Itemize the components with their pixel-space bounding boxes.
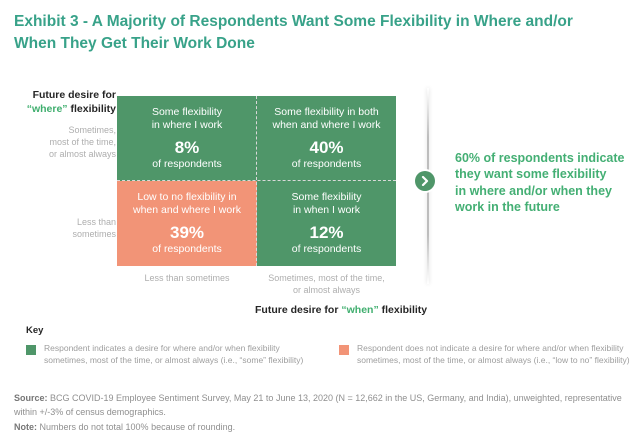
rounding-note: Note: Numbers do not total 100% because … — [14, 422, 630, 432]
quadrant-label: Some flexibility in where I work — [151, 105, 223, 132]
legend-item-some-flexibility: Respondent indicates a desire for where … — [26, 343, 316, 367]
y-axis-title-prefix: Future desire for — [32, 89, 116, 101]
y-axis-title-highlight: “where” — [26, 102, 68, 115]
source-note: Source: BCG COVID-19 Employee Sentiment … — [14, 392, 630, 419]
source-label: Source: — [14, 393, 48, 403]
quadrant-label: Low to no flexibility in when and where … — [133, 190, 241, 217]
x-axis-title-suffix: flexibility — [378, 304, 428, 316]
quadrant-value: 8% — [174, 137, 200, 157]
note-text: Numbers do not total 100% because of rou… — [37, 422, 236, 432]
quadrant-label: Some flexibility in both when and where … — [272, 105, 381, 132]
quadrant-unit: of respondents — [291, 157, 362, 170]
row-tick-bottom: Less than sometimes — [72, 217, 116, 240]
quadrant-some-flexibility-both: Some flexibility in both when and where … — [257, 96, 396, 181]
matrix-vertical-divider — [256, 96, 257, 266]
salmon-square-icon — [339, 345, 349, 355]
source-text: BCG COVID-19 Employee Sentiment Survey, … — [14, 393, 622, 417]
col-tick-left: Less than sometimes — [144, 273, 230, 283]
quadrant-value: 39% — [169, 222, 205, 242]
legend-item-low-to-no-flexibility: Respondent does not indicate a desire fo… — [339, 343, 634, 367]
y-axis-title: Future desire for “where” flexibility — [0, 89, 116, 116]
green-square-icon — [26, 345, 36, 355]
col-tick-right: Sometimes, most of the time, or almost a… — [268, 273, 385, 296]
quadrant-label: Some flexibility in when I work — [291, 190, 362, 217]
exhibit-title: Exhibit 3 - A Majority of Respondents Wa… — [14, 13, 573, 53]
y-axis-title-suffix: flexibility — [67, 102, 116, 115]
x-axis-title-prefix: Future desire for — [255, 304, 342, 316]
quadrant-unit: of respondents — [152, 242, 222, 255]
key-title: Key — [26, 325, 44, 336]
legend-text: Respondent indicates a desire for where … — [44, 343, 304, 365]
row-tick-top: Sometimes, most of the time, or almost a… — [48, 125, 116, 160]
chevron-right-icon — [415, 171, 435, 191]
quadrant-unit: of respondents — [291, 242, 362, 255]
quadrant-some-flexibility-when: Some flexibility in when I work 12% of r… — [257, 181, 396, 266]
quadrant-some-flexibility-where: Some flexibility in where I work 8% of r… — [117, 96, 257, 181]
quadrant-value: 40% — [309, 137, 344, 157]
matrix-horizontal-divider — [117, 180, 396, 181]
quadrant-value: 12% — [309, 222, 344, 242]
x-axis-title: Future desire for “when” flexibility — [255, 304, 427, 316]
flexibility-matrix: Some flexibility in where I work 8% of r… — [117, 96, 396, 266]
quadrant-low-to-no-flexibility: Low to no flexibility in when and where … — [117, 181, 257, 266]
legend-text: Respondent does not indicate a desire fo… — [357, 343, 630, 365]
note-label: Note: — [14, 422, 37, 432]
x-axis-title-highlight: “when” — [341, 304, 379, 316]
quadrant-unit: of respondents — [152, 157, 222, 170]
summary-callout: 60% of respondents indicate they want so… — [455, 151, 625, 214]
